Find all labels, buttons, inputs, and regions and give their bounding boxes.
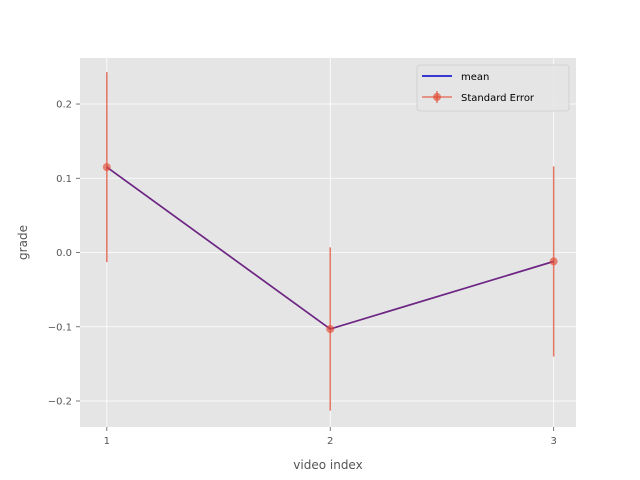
standard-error-point <box>326 324 335 333</box>
standard-error-point <box>102 163 111 172</box>
y-tick-label: 0.1 <box>56 174 72 185</box>
legend-box <box>416 64 570 112</box>
legend-se-marker <box>433 93 441 101</box>
y-tick-label: 0.2 <box>56 100 72 111</box>
legend-mean-label: mean <box>461 72 489 83</box>
series-layer <box>102 72 558 411</box>
x-axis-label: video index <box>293 458 362 472</box>
x-tick-label: 1 <box>104 436 110 447</box>
x-tick-label: 2 <box>327 436 333 447</box>
standard-error-point <box>549 257 558 266</box>
y-tick-label: 0.0 <box>56 248 72 259</box>
x-axis-ticks: 1 2 3 <box>104 427 557 447</box>
plot-area <box>80 58 576 427</box>
x-tick-label: 3 <box>550 436 556 447</box>
y-axis-ticks: −0.2 −0.1 0.0 0.1 0.2 <box>48 100 80 408</box>
y-tick-label: −0.1 <box>48 322 72 333</box>
legend-standard-error-swatch <box>422 91 452 103</box>
y-axis-label: grade <box>16 225 30 260</box>
legend: mean Standard Error <box>416 64 570 112</box>
legend-standard-error-label: Standard Error <box>461 93 535 104</box>
y-tick-label: −0.2 <box>48 397 72 408</box>
